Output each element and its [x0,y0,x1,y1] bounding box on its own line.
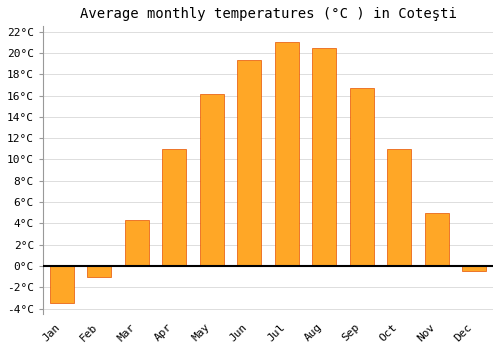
Bar [387,149,411,266]
Title: Average monthly temperatures (°C ) in Coteşti: Average monthly temperatures (°C ) in Co… [80,7,456,21]
Bar [124,220,149,266]
Bar [462,266,486,271]
Bar [162,149,186,266]
Bar [87,266,112,277]
Bar [50,266,74,303]
Bar [350,88,374,266]
Bar [200,94,224,266]
Bar [274,42,299,266]
Bar [424,213,449,266]
Bar [312,48,336,266]
Bar [237,61,262,266]
